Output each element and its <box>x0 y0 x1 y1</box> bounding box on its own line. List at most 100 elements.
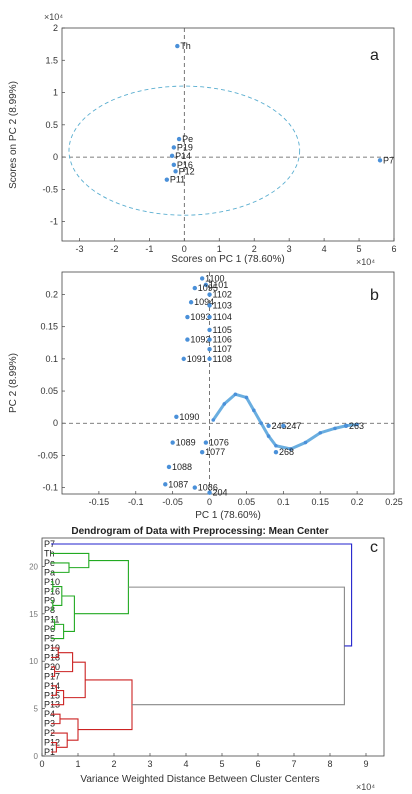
point-p16 <box>171 162 177 168</box>
dendrogram-plot-c: Dendrogram of Data with Preprocessing: M… <box>29 526 385 792</box>
x-tick-label-a: 2 <box>252 244 257 254</box>
y-tick-label-a: -1 <box>50 217 58 227</box>
y-tick-label-b: 0 <box>53 418 58 428</box>
point-label-1108: 1108 <box>213 354 232 364</box>
y-multiplier-a: ×10⁴ <box>44 12 63 22</box>
curve-point-b <box>252 408 256 413</box>
point-label-p12: P12 <box>179 166 195 176</box>
leaf-label-p7: P7 <box>44 539 55 549</box>
curve-point-b <box>266 434 271 438</box>
point-label-1076: 1076 <box>209 438 229 448</box>
point-p12 <box>173 169 178 174</box>
point-1092 <box>185 337 190 342</box>
point-label-1089: 1089 <box>176 438 196 448</box>
point-1105 <box>207 327 212 333</box>
x-tick-label-a: -2 <box>110 244 118 254</box>
point-p11 <box>164 177 170 182</box>
panel-label-c: c <box>370 539 378 556</box>
panel-label-b: b <box>370 287 379 304</box>
curve-point-b <box>211 418 216 422</box>
point-label-p11: P11 <box>170 175 185 185</box>
point-p7 <box>377 158 383 163</box>
x-tick-label-b: -0.05 <box>162 497 183 507</box>
y-tick-label-a: 1.5 <box>45 55 58 65</box>
pca-scores-plot-b: b PC 1 (78.60%) PC 2 (8.99%) -0.15 -0.1 -0… <box>8 271 403 521</box>
x-tick-label-c: 4 <box>183 759 188 769</box>
point-label-1103: 1103 <box>213 300 232 310</box>
point-label-pe: Pe <box>182 134 193 144</box>
point-label-p7: P7 <box>383 155 394 165</box>
point-263 <box>343 423 349 428</box>
y-tick-label-a: 0 <box>53 152 58 162</box>
point-label-th: Th <box>180 41 191 51</box>
point-1094 <box>188 300 194 305</box>
y-tick-label-c: 0 <box>34 752 39 761</box>
point-1088 <box>166 464 172 470</box>
y-tick-label-c: 20 <box>29 562 38 571</box>
point-label-1095: 1095 <box>198 283 218 293</box>
point-label-1086: 1086 <box>198 483 218 493</box>
x-tick-label-c: 2 <box>111 759 116 769</box>
x-tick-label-b: 0.05 <box>238 497 256 507</box>
curve-point-b <box>233 392 238 397</box>
x-multiplier-c: ×10⁴ <box>356 782 375 792</box>
point-label-1092: 1092 <box>190 335 210 345</box>
point-th <box>175 43 180 49</box>
leaf-label-pa: Pa <box>44 567 55 577</box>
point-label-268: 268 <box>279 447 294 457</box>
point-label-1106: 1106 <box>213 335 232 345</box>
x-tick-label-a: 4 <box>322 244 327 254</box>
point-1089 <box>170 440 175 445</box>
curve-point-b <box>333 426 337 431</box>
point-268 <box>273 449 279 455</box>
x-tick-label-a: 0 <box>182 244 187 254</box>
point-label-247: 247 <box>286 421 301 431</box>
x-multiplier-a: ×10⁴ <box>356 257 375 267</box>
y-tick-label-b: 0.15 <box>40 322 58 332</box>
point-label-1102: 1102 <box>213 290 232 300</box>
y-tick-label-c: 5 <box>34 705 39 714</box>
point-label-p14: P14 <box>175 151 191 161</box>
pca-scores-plot-a: ×10⁴ ×10⁴ a Scores on PC 1 (78.60%) Scor… <box>8 12 397 267</box>
point-1091 <box>181 356 186 362</box>
leaf-label-th: Th <box>44 548 55 558</box>
x-tick-label-a: 1 <box>217 244 222 254</box>
point-1104 <box>207 314 212 320</box>
x-tick-label-c: 1 <box>75 759 80 769</box>
dendrogram-title: Dendrogram of Data with Preprocessing: M… <box>71 526 328 537</box>
x-tick-label-c: 6 <box>255 759 260 769</box>
trajectory-curve-b <box>211 392 359 451</box>
point-1103 <box>207 303 212 308</box>
point-1093 <box>185 314 190 320</box>
point-label-263: 263 <box>349 421 364 431</box>
x-tick-label-c: 9 <box>363 759 368 769</box>
point-label-1094: 1094 <box>194 297 214 307</box>
point-1102 <box>207 292 212 297</box>
point-1107 <box>207 347 212 352</box>
x-axis-label-b: PC 1 (78.60%) <box>195 510 261 521</box>
y-tick-label-b: 0.05 <box>40 386 58 396</box>
point-label-1088: 1088 <box>172 462 192 472</box>
x-tick-label-a: 3 <box>287 244 292 254</box>
curve-point-b <box>318 431 323 435</box>
leaf-label-pe: Pe <box>44 558 55 568</box>
point-1106 <box>207 337 212 342</box>
point-1090 <box>174 414 179 419</box>
leaf-label-p4: P4 <box>44 709 55 719</box>
x-tick-label-b: -0.1 <box>128 497 144 507</box>
point-1101 <box>203 282 209 288</box>
y-tick-label-b: -0.05 <box>37 450 58 460</box>
leaf-label-p5: P5 <box>44 634 55 644</box>
y-tick-label-a: -0.5 <box>42 184 58 194</box>
point-label-1090: 1090 <box>179 412 199 422</box>
confidence-ellipse-a <box>68 85 301 216</box>
point-1077 <box>199 449 205 455</box>
point-1086 <box>192 485 197 490</box>
point-pe <box>176 136 182 142</box>
plot-area-a <box>61 27 395 242</box>
y-tick-label-b: -0.1 <box>42 483 58 493</box>
point-label-245: 245 <box>272 421 287 431</box>
point-label-1105: 1105 <box>213 325 232 335</box>
y-tick-label-c: 10 <box>29 657 38 666</box>
curve-point-b <box>222 402 227 406</box>
